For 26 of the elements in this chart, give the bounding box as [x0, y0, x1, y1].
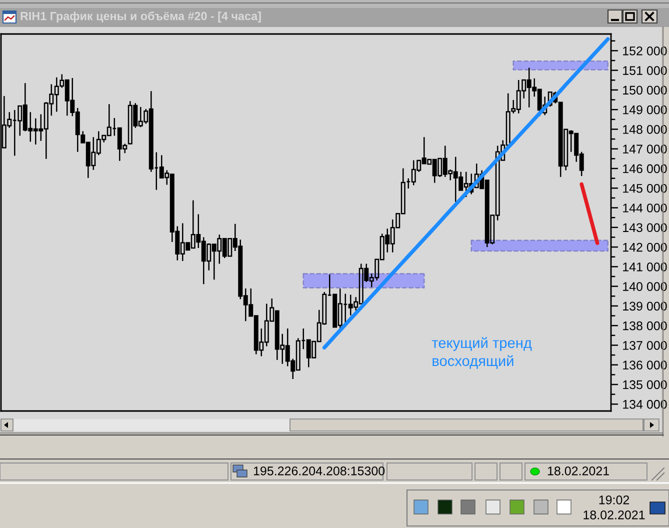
y-tick-label: 150 000	[623, 86, 667, 95]
line-series	[322, 37, 610, 350]
y-tick-label: 139 000	[623, 302, 667, 311]
y-tick-label: 144 000	[623, 204, 667, 212]
text: 18.02.2021	[548, 466, 609, 476]
y-tick-label: 145 000	[623, 184, 667, 193]
y-tick-label: 143 000	[623, 223, 667, 232]
text: 195.226.204.208:15300	[254, 466, 385, 476]
y-tick-label: 136 000	[623, 360, 667, 370]
y-tick-label: 140 000	[623, 282, 667, 291]
y-tick-label: 135 000	[623, 380, 667, 390]
y-tick-label: 147 000	[623, 144, 667, 154]
text: 18.02.2021	[584, 510, 645, 520]
y-tick-label: 151 000	[623, 66, 667, 75]
y-tick-label: 148 000	[623, 125, 667, 134]
y-tick-label: 134 000	[623, 400, 667, 409]
y-tick-label: 142 000	[623, 242, 667, 252]
y-tick-label: 146 000	[623, 164, 667, 174]
y-tick-label: 138 000	[623, 321, 667, 330]
y-tick-label: 137 000	[623, 341, 667, 350]
y-tick-label: 152 000	[623, 46, 667, 56]
y-tick-label: 149 000	[623, 105, 667, 114]
line-series	[580, 182, 600, 245]
annotation: текущий тренд восходящий	[432, 337, 532, 369]
y-tick-label: 141 000	[623, 262, 667, 272]
text: 19:02	[599, 496, 630, 504]
